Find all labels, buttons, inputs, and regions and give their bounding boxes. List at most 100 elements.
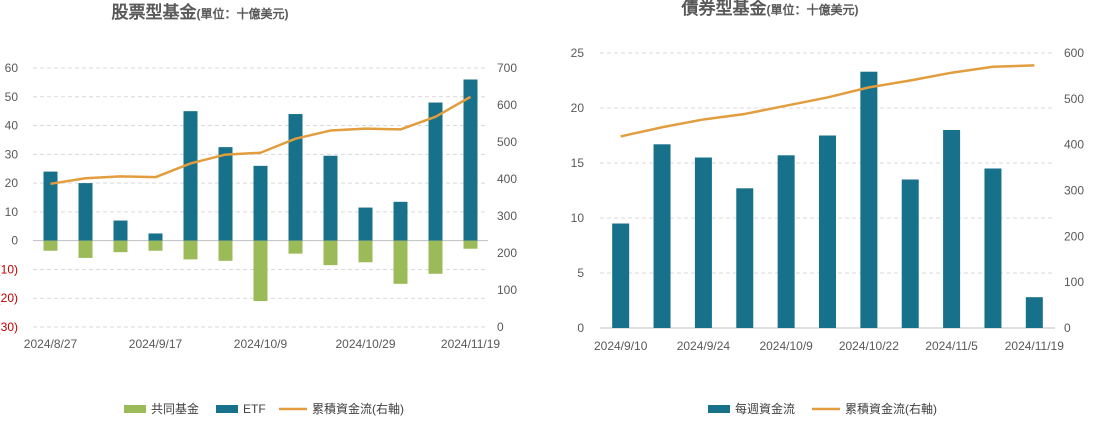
mutual-fund-bar bbox=[218, 240, 233, 261]
bond-left-tick: 5 bbox=[577, 266, 584, 280]
mutual-fund-bar bbox=[43, 240, 58, 251]
equity-title-main: 股票型基金 bbox=[112, 2, 198, 22]
bond-left-tick: 0 bbox=[577, 321, 584, 335]
equity-x-tick: 2024/8/27 bbox=[24, 337, 78, 351]
weekly-flow-bar bbox=[901, 179, 919, 328]
bond-right-tick: 500 bbox=[1064, 92, 1084, 106]
weekly-flow-bar bbox=[736, 188, 754, 328]
equity-left-tick: (10) bbox=[0, 262, 18, 276]
mutual-fund-bar bbox=[358, 240, 373, 263]
equity-right-tick: 400 bbox=[497, 172, 517, 186]
equity-right-tick: 500 bbox=[497, 135, 517, 149]
etf-bar bbox=[288, 114, 303, 241]
bond-right-tick: 400 bbox=[1064, 138, 1084, 152]
etf-bar bbox=[113, 220, 128, 241]
bond-fund-chart: 債券型基金(單位：十億美元) 0 5 10 15 20 25 0 100 200 300 400 5… bbox=[571, 0, 1085, 416]
mutual-fund-bar bbox=[148, 240, 163, 251]
weekly-flow-bar bbox=[943, 130, 961, 328]
equity-left-tick: 40 bbox=[5, 119, 19, 133]
equity-x-tick: 2024/10/29 bbox=[335, 337, 395, 351]
etf-bar bbox=[463, 79, 478, 241]
equity-left-tick: 20 bbox=[5, 176, 19, 190]
equity-x-tick: 2024/9/17 bbox=[129, 337, 183, 351]
equity-title-unit: (單位：十億美元) bbox=[197, 6, 289, 21]
equity-left-tick: 50 bbox=[5, 90, 19, 104]
bond-left-axis-ticks: 0 5 10 15 20 25 bbox=[571, 46, 585, 335]
etf-bar bbox=[218, 147, 233, 241]
equity-bars bbox=[43, 79, 478, 302]
equity-left-tick: 30 bbox=[5, 147, 19, 161]
bond-cumulative-line bbox=[620, 64, 1035, 138]
equity-left-tick: (20) bbox=[0, 291, 18, 305]
etf-bar bbox=[148, 233, 163, 241]
etf-bar bbox=[393, 201, 408, 241]
bond-x-tick: 2024/11/19 bbox=[1005, 339, 1064, 353]
bond-legend-swatch bbox=[708, 405, 730, 413]
bond-right-tick: 0 bbox=[1064, 321, 1071, 335]
equity-fund-chart: 股票型基金(單位：十億美元) (30) (20) (10) 0 10 20 30 40 50 60… bbox=[0, 2, 517, 416]
bond-x-tick: 2024/11/5 bbox=[925, 339, 978, 353]
bond-left-tick: 25 bbox=[571, 46, 585, 60]
bond-x-tick: 2024/10/22 bbox=[839, 339, 899, 353]
etf-bar bbox=[183, 111, 198, 241]
bond-title-main: 債券型基金 bbox=[681, 0, 768, 18]
equity-x-tick: 2024/11/19 bbox=[441, 337, 500, 351]
etf-bar bbox=[428, 102, 443, 241]
bond-x-axis-ticks: 2024/9/10 2024/9/24 2024/10/9 2024/10/22 202… bbox=[594, 339, 1064, 353]
equity-legend: 共同基金 ETF 累積資金流(右軸) bbox=[124, 401, 404, 416]
mutual-fund-bar bbox=[393, 240, 408, 284]
equity-left-axis-ticks: (30) (20) (10) 0 10 20 30 40 50 60 bbox=[0, 61, 18, 334]
bond-title-unit: (單位：十億美元) bbox=[767, 2, 859, 17]
bond-chart-title: 債券型基金(單位：十億美元) bbox=[681, 0, 859, 18]
bond-right-tick: 600 bbox=[1064, 46, 1084, 60]
bond-x-tick: 2024/9/10 bbox=[594, 339, 648, 353]
mutual-fund-bar bbox=[288, 240, 303, 254]
bond-x-tick: 2024/9/24 bbox=[677, 339, 731, 353]
bond-legend: 每週資金流 累積資金流(右軸) bbox=[708, 401, 937, 416]
bond-left-tick: 20 bbox=[571, 101, 585, 115]
etf-bar bbox=[78, 183, 93, 241]
etf-bar bbox=[323, 155, 338, 241]
weekly-flow-bar bbox=[984, 168, 1002, 328]
equity-right-tick: 0 bbox=[497, 320, 504, 334]
equity-left-tick: (30) bbox=[0, 320, 18, 334]
bond-legend-label: 累積資金流(右軸) bbox=[845, 401, 937, 416]
bond-x-tick: 2024/10/9 bbox=[759, 339, 813, 353]
bond-legend-label: 每週資金流 bbox=[735, 401, 795, 416]
equity-right-tick: 700 bbox=[497, 61, 517, 75]
equity-left-tick: 10 bbox=[5, 205, 19, 219]
mutual-fund-bar bbox=[253, 240, 268, 302]
weekly-flow-bar bbox=[777, 155, 795, 328]
weekly-flow-bar bbox=[1025, 297, 1043, 328]
weekly-flow-bar bbox=[653, 144, 671, 328]
weekly-flow-bar bbox=[694, 157, 712, 328]
bond-right-tick: 100 bbox=[1064, 275, 1084, 289]
equity-chart-title: 股票型基金(單位：十億美元) bbox=[112, 2, 289, 22]
equity-cumulative-line bbox=[50, 95, 472, 186]
equity-left-tick: 60 bbox=[5, 61, 19, 75]
weekly-flow-bar bbox=[860, 71, 878, 328]
etf-bar bbox=[43, 171, 58, 241]
equity-right-tick: 200 bbox=[497, 246, 517, 260]
bond-right-tick: 200 bbox=[1064, 229, 1084, 243]
bond-left-tick: 10 bbox=[571, 211, 585, 225]
equity-left-tick: 0 bbox=[11, 234, 18, 248]
weekly-flow-bar bbox=[819, 135, 836, 328]
equity-legend-label: ETF bbox=[243, 402, 266, 416]
equity-right-tick: 600 bbox=[497, 98, 517, 112]
equity-legend-label: 累積資金流(右軸) bbox=[312, 401, 404, 416]
equity-legend-swatch bbox=[124, 405, 146, 413]
equity-cumulative-series-line bbox=[50, 95, 472, 186]
mutual-fund-bar bbox=[428, 240, 443, 274]
equity-legend-swatch bbox=[216, 405, 238, 413]
equity-x-axis-ticks: 2024/8/27 2024/9/17 2024/10/9 2024/10/29 202… bbox=[24, 337, 501, 351]
bond-left-tick: 15 bbox=[571, 156, 585, 170]
equity-right-axis-ticks: 0 100 200 300 400 500 600 700 bbox=[497, 61, 517, 334]
equity-right-tick: 100 bbox=[497, 283, 517, 297]
mutual-fund-bar bbox=[463, 240, 478, 249]
etf-bar bbox=[358, 207, 373, 241]
etf-bar bbox=[253, 165, 268, 241]
mutual-fund-bar bbox=[78, 240, 93, 258]
mutual-fund-bar bbox=[183, 240, 198, 260]
